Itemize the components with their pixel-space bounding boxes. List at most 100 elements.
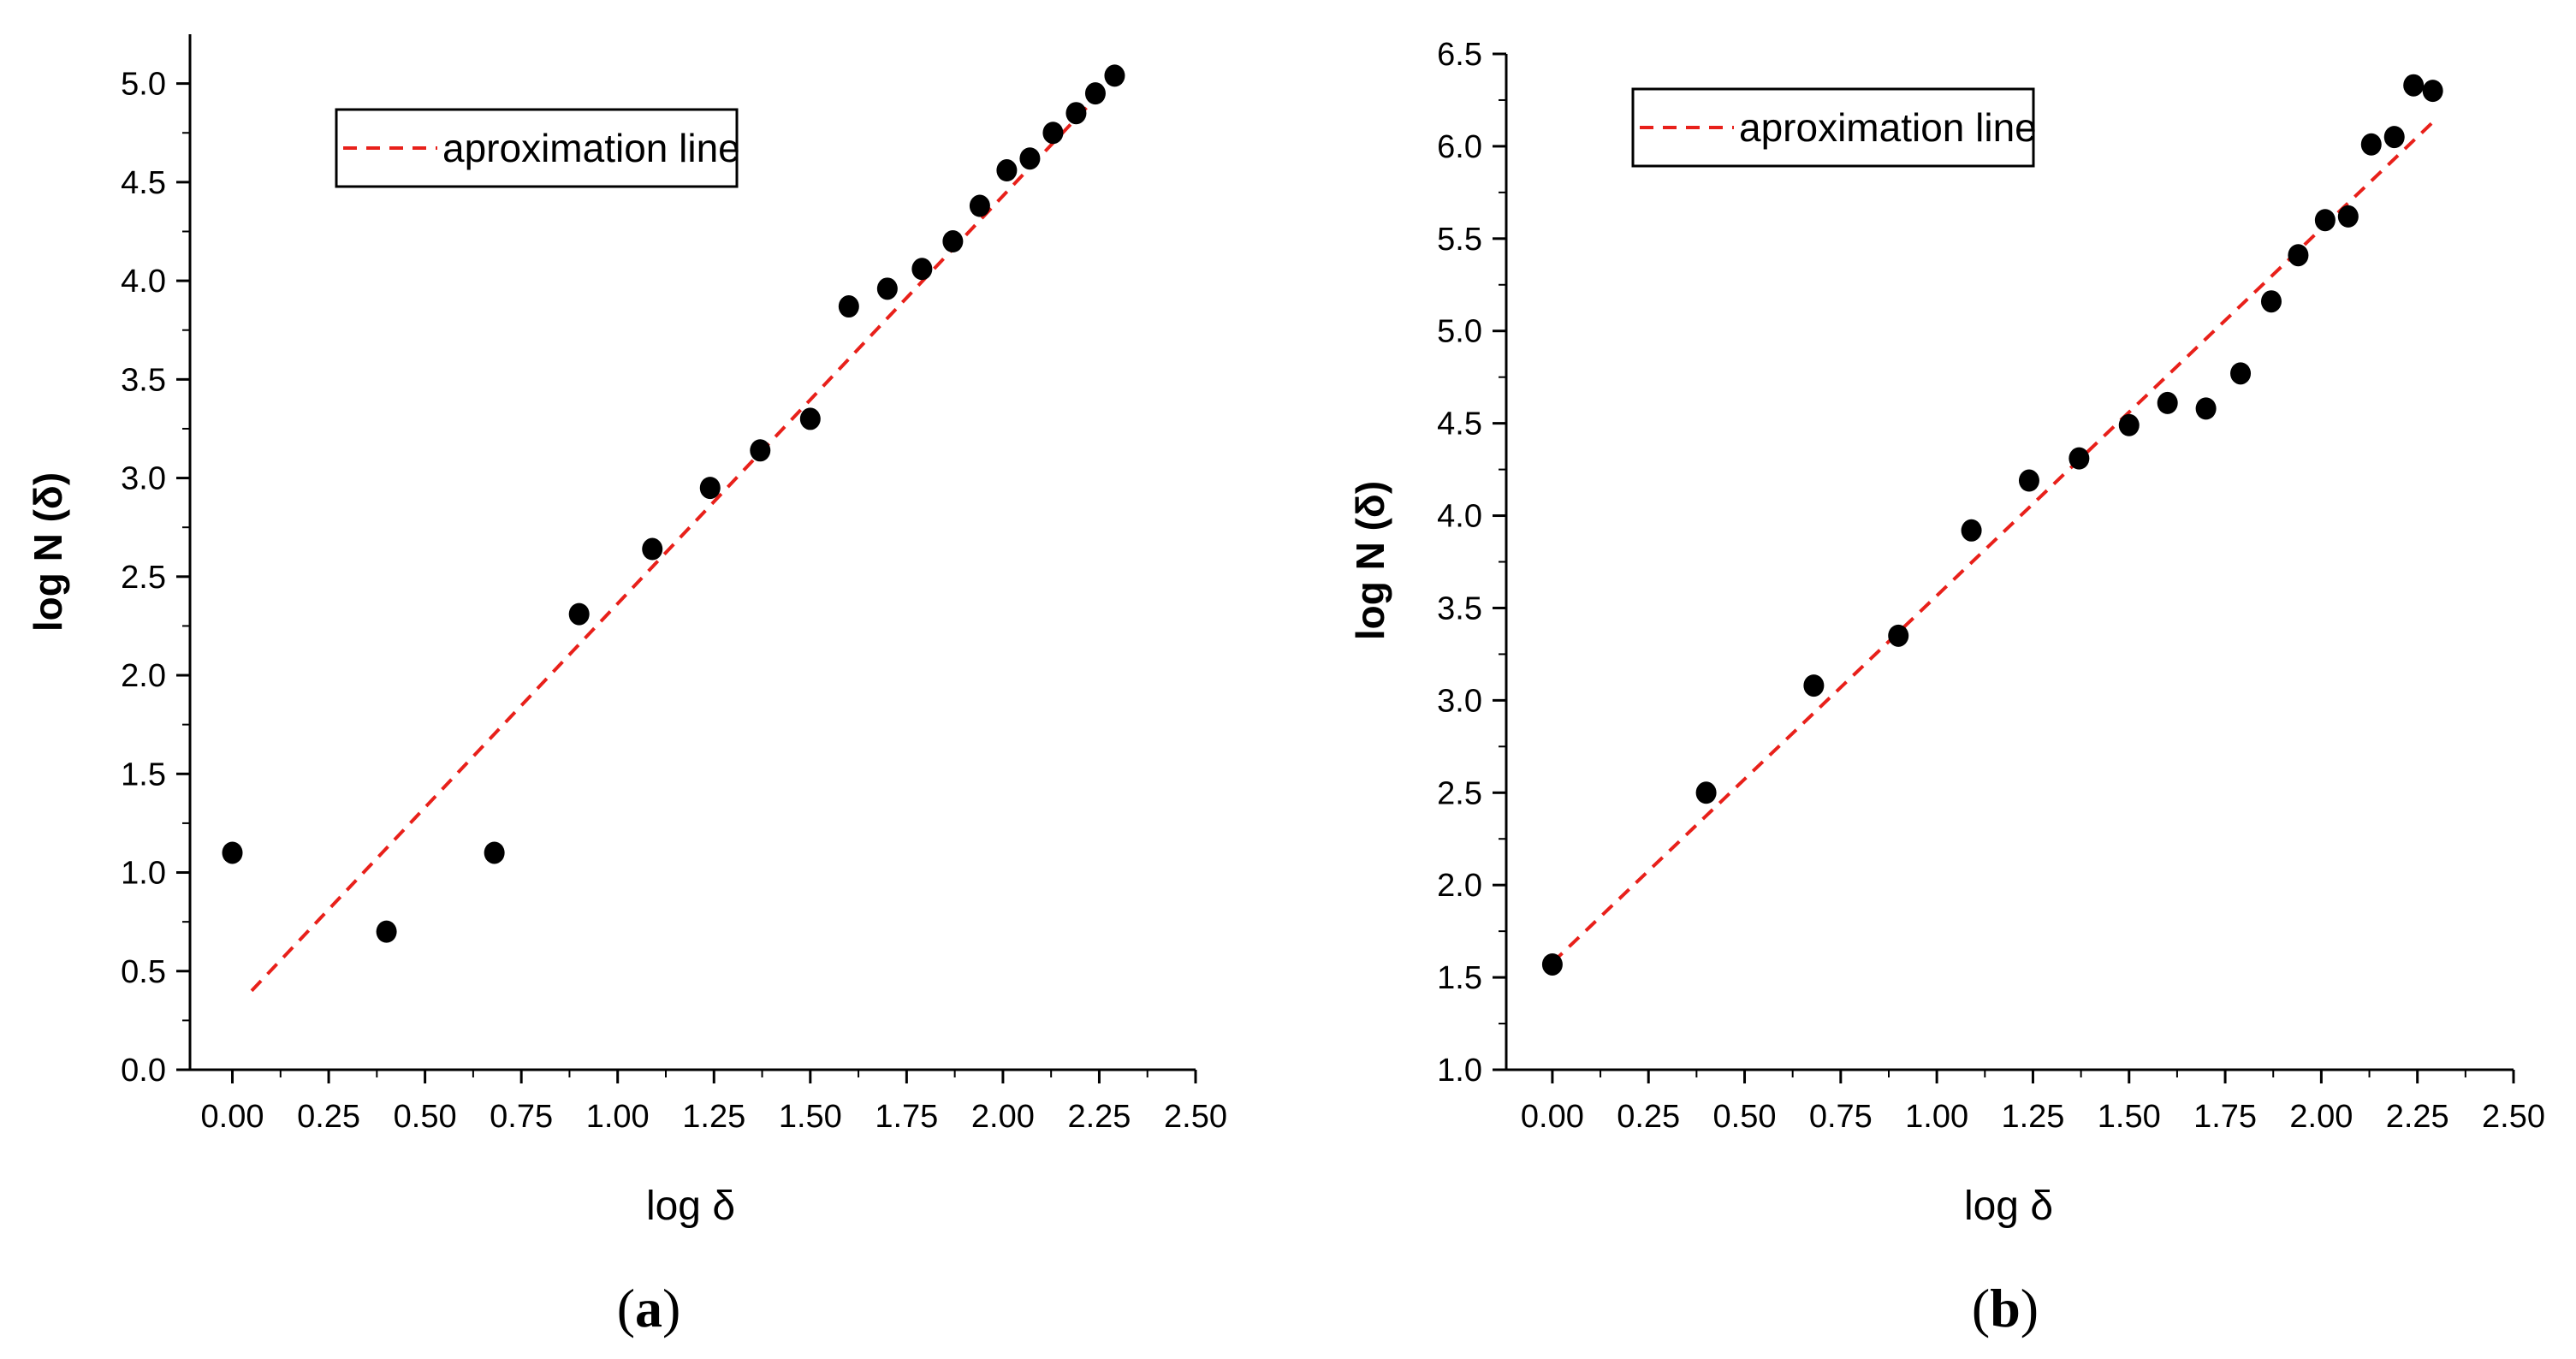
data-point (911, 258, 933, 281)
y-tick-label: 4.5 (1437, 407, 1482, 442)
x-tick-label: 1.50 (779, 1099, 842, 1135)
x-tick-label: 0.50 (1713, 1099, 1777, 1135)
y-tick-label: 1.0 (1437, 1053, 1482, 1089)
x-tick-label: 2.50 (1164, 1099, 1227, 1135)
data-point (1104, 64, 1125, 87)
x-tick-label: 1.00 (586, 1099, 650, 1135)
x-tick-label: 1.75 (2193, 1099, 2257, 1135)
data-point (969, 194, 990, 217)
data-point (568, 602, 590, 626)
data-point (2403, 74, 2425, 97)
y-tick-label: 0.0 (121, 1053, 166, 1089)
data-point (1695, 781, 1717, 804)
data-point (2288, 244, 2309, 267)
y-tick-label: 0.5 (121, 954, 166, 990)
x-tick-label: 1.00 (1905, 1099, 1968, 1135)
approximation-line (250, 72, 1120, 993)
y-tick-label: 5.0 (121, 67, 166, 103)
legend-label: aproximation line (442, 126, 740, 170)
data-point (1888, 624, 1909, 647)
x-tick-label: 2.25 (1067, 1099, 1131, 1135)
data-point (942, 230, 964, 252)
chart-panel-b: 0.00 0.25 0.50 0.75 1.00 1.25 1.50 1.75 2.00 2.25… (1348, 37, 2545, 1338)
y-axis-title: log N (δ) (26, 472, 70, 632)
data-point (2195, 397, 2217, 420)
panel-label-part: ) (662, 1278, 680, 1338)
data-point (2157, 391, 2178, 414)
data-point (1065, 102, 1087, 125)
y-tick-label: 2.0 (1437, 868, 1482, 904)
data-point (222, 841, 243, 864)
y-tick-label: 1.0 (121, 856, 166, 892)
data-point (2383, 126, 2405, 149)
y-tick-label: 2.5 (121, 560, 166, 596)
x-tick-label: 0.25 (297, 1099, 360, 1135)
y-axis-title: log N (δ) (1348, 481, 1392, 640)
panel-label: (b) (1972, 1278, 2039, 1338)
x-tick-label: 0.00 (1521, 1099, 1584, 1135)
y-tick-label: 3.0 (121, 461, 166, 497)
y-tick-label: 5.0 (1437, 314, 1482, 350)
x-tick-label: 2.00 (2289, 1099, 2353, 1135)
x-tick-label: 1.25 (682, 1099, 745, 1135)
data-point (799, 407, 821, 430)
data-point (1042, 122, 1064, 145)
x-tick-label: 2.25 (2386, 1099, 2449, 1135)
x-tick-label: 0.00 (201, 1099, 264, 1135)
data-point (2422, 80, 2443, 103)
panel-label-part: ( (1972, 1278, 1990, 1338)
data-point (699, 477, 721, 500)
y-tick-label: 1.5 (1437, 960, 1482, 996)
y-tick-label: 3.5 (121, 362, 166, 398)
data-point (876, 277, 898, 300)
data-point (2337, 205, 2359, 228)
data-point (376, 920, 397, 943)
x-tick-label: 0.25 (1617, 1099, 1680, 1135)
data-point (1541, 952, 1563, 976)
y-tick-label: 2.0 (121, 658, 166, 694)
y-tick-label: 4.0 (1437, 499, 1482, 535)
data-point (996, 159, 1018, 182)
data-point (1084, 82, 1106, 105)
x-tick-label: 2.50 (2482, 1099, 2545, 1135)
data-point (1803, 674, 1825, 697)
y-tick-label: 4.0 (121, 264, 166, 300)
y-tick-label: 5.5 (1437, 222, 1482, 258)
data-point (2069, 447, 2090, 470)
y-tick-label: 2.5 (1437, 775, 1482, 811)
x-tick-label: 1.25 (2001, 1099, 2064, 1135)
x-tick-label: 0.75 (490, 1099, 553, 1135)
y-tick-label: 3.0 (1437, 683, 1482, 719)
data-point (2260, 290, 2282, 313)
data-point (750, 439, 771, 462)
x-tick-label: 0.75 (1809, 1099, 1873, 1135)
data-point (2118, 413, 2140, 436)
panel-label: (a) (617, 1278, 681, 1338)
y-tick-label: 4.5 (121, 165, 166, 201)
approximation-line (1551, 117, 2438, 964)
y-tick-label: 6.0 (1437, 129, 1482, 165)
x-tick-label: 2.00 (971, 1099, 1035, 1135)
panel-label-part: b (1990, 1278, 2021, 1338)
data-point (2314, 209, 2336, 232)
data-point (2360, 133, 2382, 156)
x-tick-label: 1.50 (2098, 1099, 2161, 1135)
data-point (838, 295, 859, 318)
y-tick-label: 6.5 (1437, 37, 1482, 73)
data-point (2018, 469, 2039, 492)
panel-label-part: ) (2021, 1278, 2039, 1338)
chart-panel-a: 0.00 0.25 0.50 0.75 1.00 1.25 1.50 1.75 2.00 2.25… (26, 34, 1227, 1338)
y-tick-label: 3.5 (1437, 590, 1482, 626)
data-point (484, 841, 505, 864)
x-axis-title: log δ (1964, 1184, 2053, 1229)
data-point (1019, 147, 1041, 170)
y-tick-label: 1.5 (121, 757, 166, 792)
panel-label-part: ( (617, 1278, 635, 1338)
x-axis-title: log δ (646, 1184, 735, 1229)
x-tick-label: 1.75 (875, 1099, 938, 1135)
x-tick-label: 0.50 (394, 1099, 457, 1135)
data-point (2230, 362, 2252, 385)
data-point (1961, 519, 1982, 542)
legend-label: aproximation line (1739, 105, 2037, 150)
